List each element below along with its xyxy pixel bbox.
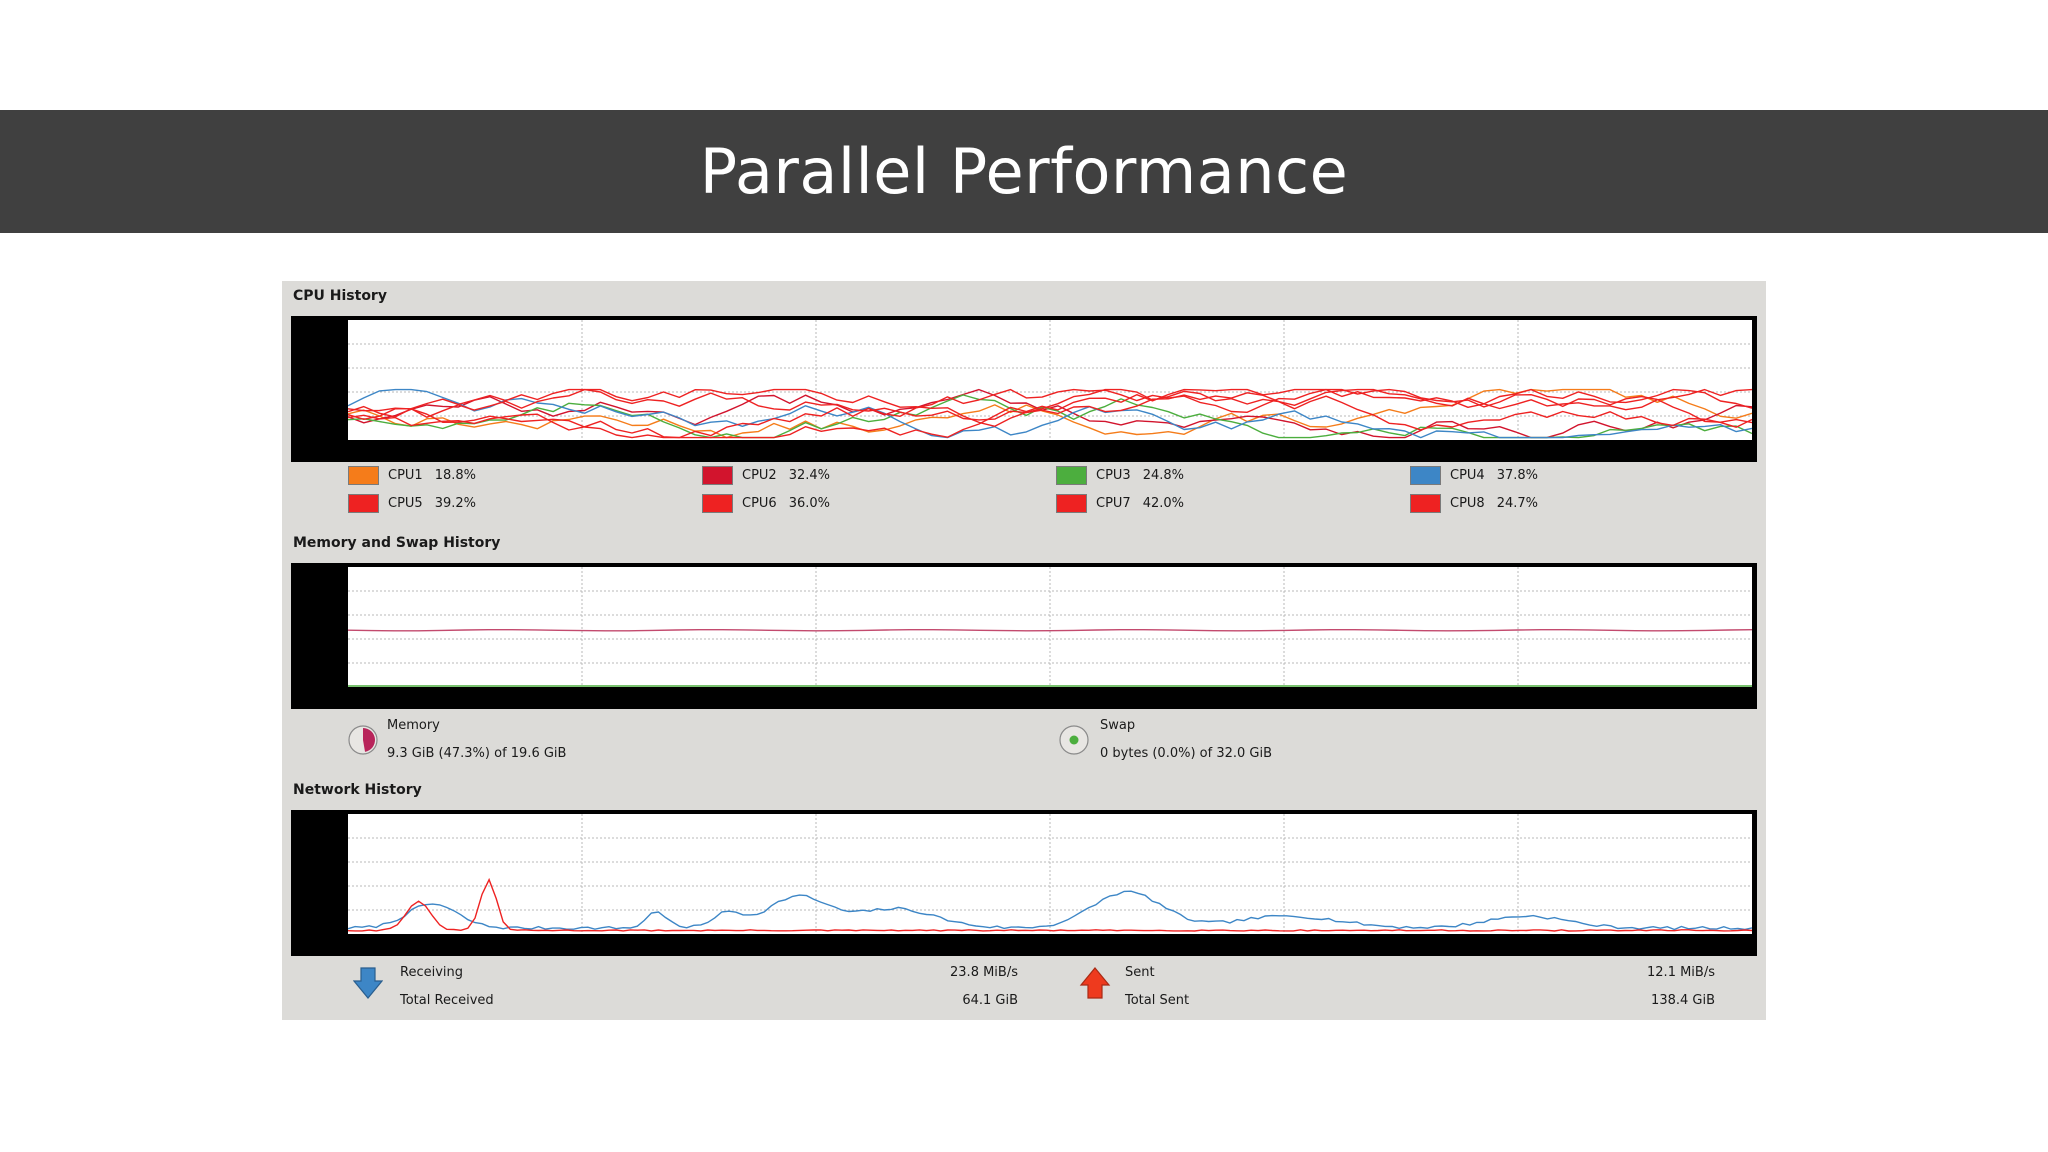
cpu-color-swatch[interactable] — [348, 494, 379, 513]
receiving-label: Receiving — [400, 965, 464, 980]
cpu-legend-label: CPU5 — [388, 496, 423, 511]
receiving-series-line — [348, 890, 1752, 931]
memory-swap-history-graph — [291, 563, 1757, 709]
sent-label: Sent — [1125, 965, 1155, 980]
cpu-legend-item-cpu3: CPU3 24.8% — [1056, 466, 1184, 485]
memory-history-plot — [348, 567, 1752, 687]
memory-label: Memory — [387, 718, 440, 733]
cpu-legend-label: CPU7 — [1096, 496, 1131, 511]
cpu-history-graph — [291, 316, 1757, 462]
cpu-legend-item-cpu5: CPU5 39.2% — [348, 494, 476, 513]
network-history-title: Network History — [293, 782, 422, 798]
cpu-legend-label: CPU8 — [1450, 496, 1485, 511]
cpu-color-swatch[interactable] — [1410, 494, 1441, 513]
cpu-color-swatch[interactable] — [348, 466, 379, 485]
cpu-history-plot — [348, 320, 1752, 440]
cpu-legend-label: CPU3 — [1096, 468, 1131, 483]
cpu-history-title: CPU History — [293, 288, 387, 304]
cpu-color-swatch[interactable] — [1056, 466, 1087, 485]
cpu-legend-item-cpu1: CPU1 18.8% — [348, 466, 476, 485]
cpu-color-swatch[interactable] — [1056, 494, 1087, 513]
cpu-legend-value: 24.7% — [1496, 496, 1539, 511]
sent-rate: 12.1 MiB/s — [1647, 965, 1715, 980]
cpu-color-swatch[interactable] — [702, 494, 733, 513]
total-received-label: Total Received — [400, 993, 494, 1008]
cpu-legend-item-cpu7: CPU7 42.0% — [1056, 494, 1184, 513]
cpu-color-swatch[interactable] — [702, 466, 733, 485]
memory-value: 9.3 GiB (47.3%) of 19.6 GiB — [387, 746, 567, 761]
cpu-color-swatch[interactable] — [1410, 466, 1441, 485]
receiving-rate: 23.8 MiB/s — [950, 965, 1018, 980]
cpu-legend-value: 24.8% — [1142, 468, 1185, 483]
network-history-graph — [291, 810, 1757, 956]
network-history-plot — [348, 814, 1752, 934]
system-monitor-resources-panel: CPU History CPU1 18.8% CPU2 32.4% CPU3 24.8% C… — [282, 281, 1766, 1020]
cpu-legend-label: CPU2 — [742, 468, 777, 483]
cpu-legend-item-cpu8: CPU8 24.7% — [1410, 494, 1538, 513]
total-sent-label: Total Sent — [1125, 993, 1190, 1008]
cpu-legend-value: 42.0% — [1142, 496, 1185, 511]
cpu-legend-label: CPU1 — [388, 468, 423, 483]
swap-value: 0 bytes (0.0%) of 32.0 GiB — [1100, 746, 1272, 761]
cpu-series-line-cpu4 — [348, 388, 1752, 439]
slide-title: Parallel Performance — [699, 135, 1349, 208]
cpu-legend-label: CPU6 — [742, 496, 777, 511]
cpu-legend-value: 37.8% — [1496, 468, 1539, 483]
memory-pie-icon — [348, 725, 378, 755]
slide-title-bar: Parallel Performance — [0, 110, 2048, 233]
total-sent-value: 138.4 GiB — [1651, 993, 1715, 1008]
cpu-legend-item-cpu6: CPU6 36.0% — [702, 494, 830, 513]
arrow-up-icon — [1079, 967, 1111, 999]
cpu-legend-value: 32.4% — [788, 468, 831, 483]
cpu-legend-value: 36.0% — [788, 496, 831, 511]
cpu-legend-item-cpu2: CPU2 32.4% — [702, 466, 830, 485]
cpu-legend-value: 18.8% — [434, 468, 477, 483]
cpu-series-line-cpu5 — [348, 388, 1752, 439]
swap-label: Swap — [1100, 718, 1136, 733]
cpu-legend-value: 39.2% — [434, 496, 477, 511]
cpu-series-line-cpu8 — [348, 388, 1752, 439]
memory-swap-history-title: Memory and Swap History — [293, 535, 501, 551]
memory-series-line — [348, 629, 1752, 632]
cpu-series-line-cpu6 — [348, 388, 1752, 431]
total-received-value: 64.1 GiB — [962, 993, 1018, 1008]
arrow-down-icon — [353, 967, 383, 999]
swap-pie-icon — [1059, 725, 1089, 755]
cpu-legend-label: CPU4 — [1450, 468, 1485, 483]
cpu-legend-item-cpu4: CPU4 37.8% — [1410, 466, 1538, 485]
cpu-series-line-cpu7 — [348, 388, 1752, 421]
sent-series-line — [348, 877, 1752, 932]
